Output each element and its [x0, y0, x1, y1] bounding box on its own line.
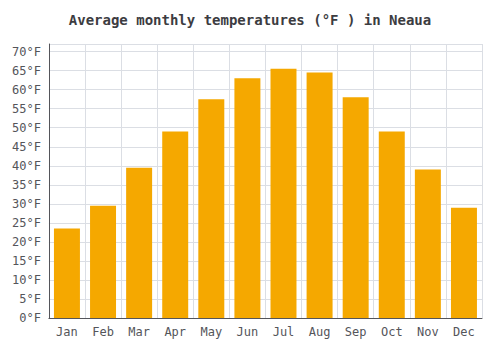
- svg-text:35°F: 35°F: [12, 178, 41, 192]
- svg-text:5°F: 5°F: [19, 292, 41, 306]
- svg-text:Jan: Jan: [56, 325, 78, 339]
- svg-text:Dec: Dec: [453, 325, 475, 339]
- svg-text:Average monthly temperatures (: Average monthly temperatures (°F ) in Ne…: [69, 12, 431, 28]
- svg-text:Aug: Aug: [309, 325, 331, 339]
- svg-text:60°F: 60°F: [12, 83, 41, 97]
- svg-text:45°F: 45°F: [12, 140, 41, 154]
- svg-text:Feb: Feb: [92, 325, 114, 339]
- svg-text:20°F: 20°F: [12, 235, 41, 249]
- svg-text:55°F: 55°F: [12, 102, 41, 116]
- svg-text:Jul: Jul: [273, 325, 295, 339]
- svg-text:50°F: 50°F: [12, 121, 41, 135]
- svg-text:May: May: [200, 325, 222, 339]
- svg-text:10°F: 10°F: [12, 273, 41, 287]
- svg-text:Apr: Apr: [164, 325, 186, 339]
- svg-text:Mar: Mar: [128, 325, 150, 339]
- svg-text:Jun: Jun: [237, 325, 259, 339]
- svg-text:Oct: Oct: [381, 325, 403, 339]
- svg-text:0°F: 0°F: [19, 311, 41, 325]
- svg-text:70°F: 70°F: [12, 45, 41, 59]
- svg-text:Sep: Sep: [345, 325, 367, 339]
- svg-text:40°F: 40°F: [12, 159, 41, 173]
- svg-text:15°F: 15°F: [12, 254, 41, 268]
- svg-text:Nov: Nov: [417, 325, 439, 339]
- svg-text:30°F: 30°F: [12, 197, 41, 211]
- svg-text:25°F: 25°F: [12, 216, 41, 230]
- svg-text:65°F: 65°F: [12, 64, 41, 78]
